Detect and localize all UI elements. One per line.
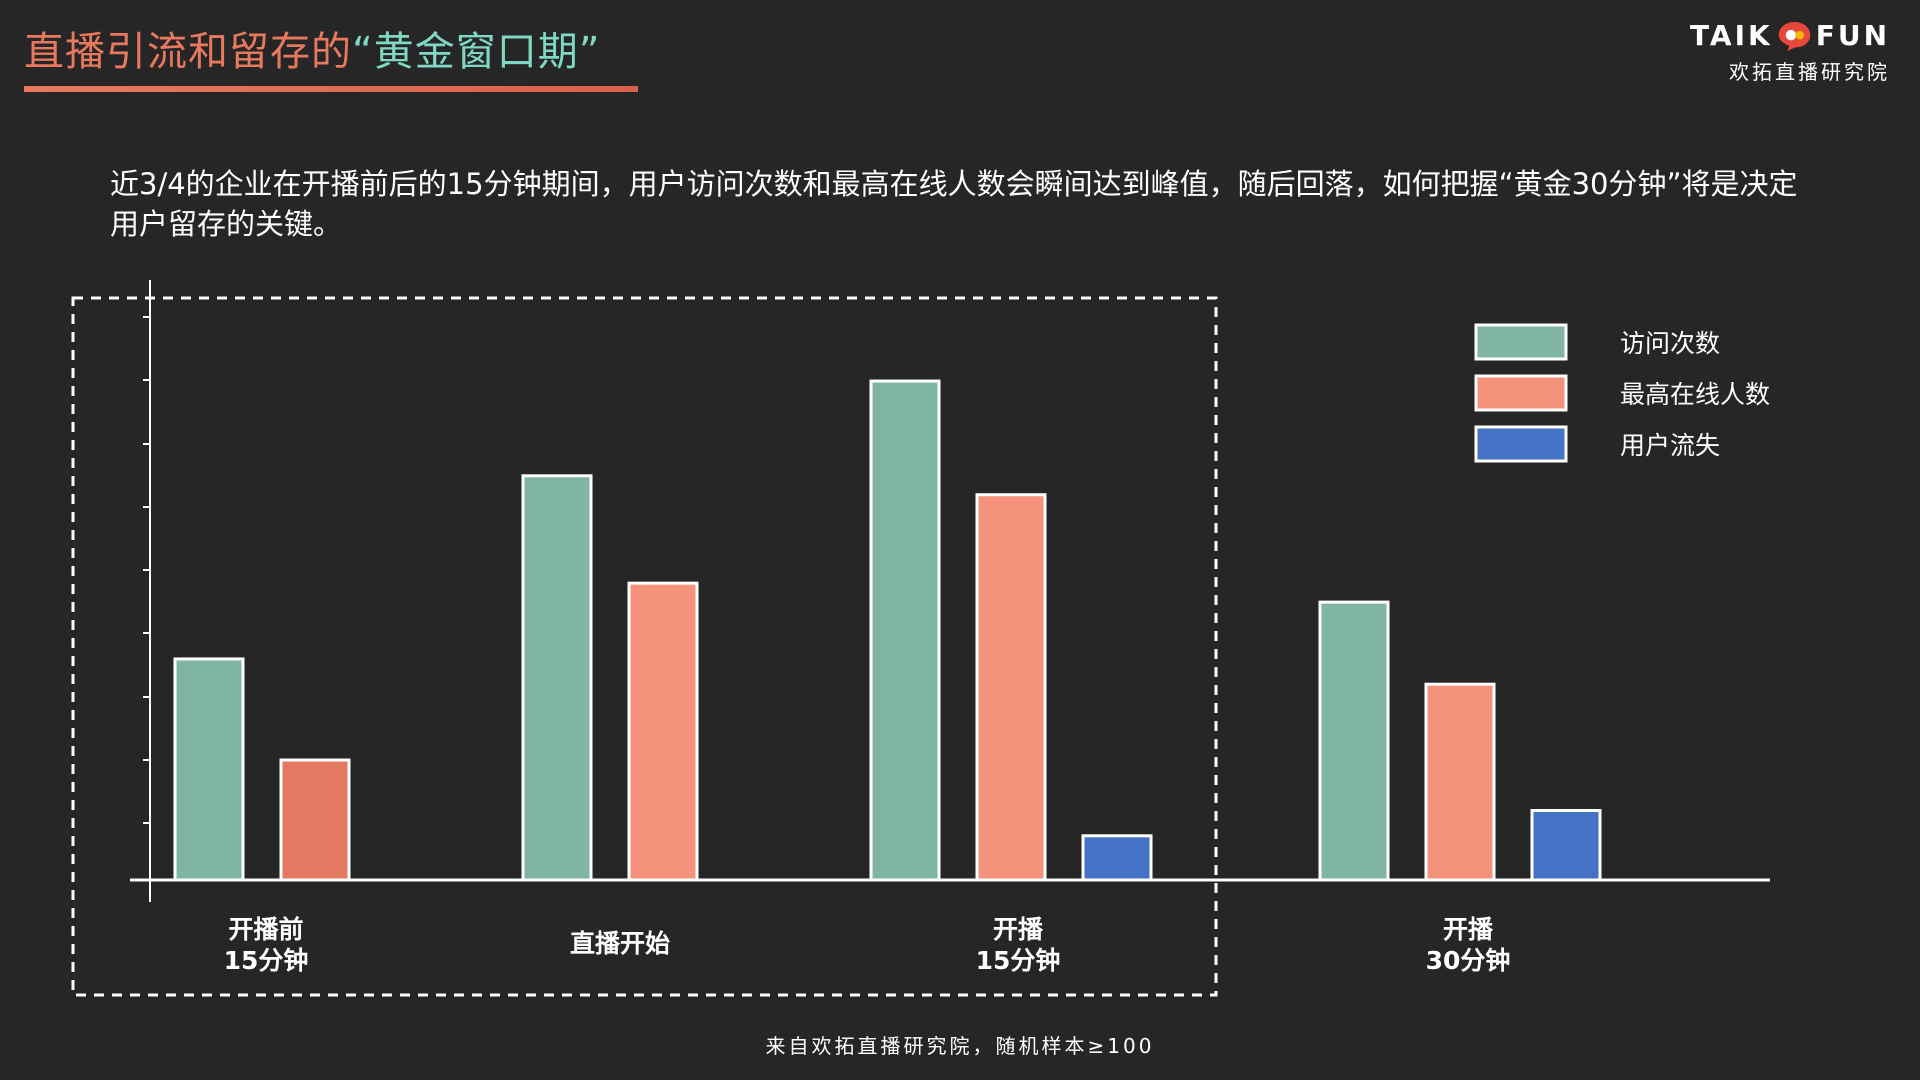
legend-label: 访问次数 xyxy=(1620,329,1720,358)
page-title-highlight: “黄金窗口期” xyxy=(352,29,601,75)
x-category-label: 直播开始 xyxy=(570,929,670,958)
y-axis-ticks xyxy=(143,316,150,824)
brand-subtitle: 欢拓直播研究院 xyxy=(1729,60,1890,84)
brand-wordmark: TAIK FUN xyxy=(1690,18,1890,54)
legend-label: 最高在线人数 xyxy=(1620,380,1770,409)
highlight-dashed-box xyxy=(71,296,1218,997)
legend-label: 用户流失 xyxy=(1620,431,1720,460)
brand-logo-block: TAIK FUN 欢拓直播研究院 xyxy=(1690,18,1890,85)
bar-peak-online-3 xyxy=(1424,682,1496,882)
title-underline xyxy=(24,86,638,92)
bar-peak-online-1 xyxy=(627,581,699,882)
bars-group xyxy=(173,379,1602,882)
bar-visits-1 xyxy=(521,474,593,882)
bar-peak-online-0 xyxy=(279,758,351,882)
bar-user-loss-2 xyxy=(1081,834,1153,882)
page-title-main: 直播引流和留存的 xyxy=(24,29,352,75)
legend-swatch-user-loss xyxy=(1474,425,1568,463)
x-category-label: 开播前 15分钟 xyxy=(224,915,309,975)
x-axis-labels: 开播前 15分钟 直播开始 开播 15分钟 开播 30分钟 xyxy=(224,915,1511,975)
brand-word-left: TAIK xyxy=(1690,19,1773,52)
bar-user-loss-3 xyxy=(1530,809,1602,882)
source-footnote: 来自欢拓直播研究院，随机样本≥100 xyxy=(765,1034,1155,1058)
bar-visits-0 xyxy=(173,657,245,882)
x-category-label: 开播 30分钟 xyxy=(1426,915,1511,975)
bar-visits-2 xyxy=(869,379,941,882)
x-category-label: 开播 15分钟 xyxy=(976,915,1061,975)
page-title: 直播引流和留存的“黄金窗口期” xyxy=(24,24,600,80)
chat-bubble-logo-icon xyxy=(1778,22,1810,51)
legend-swatch-visits xyxy=(1474,323,1568,361)
intro-paragraph: 近3/4的企业在开播前后的15分钟期间，用户访问次数和最高在线人数会瞬间达到峰值… xyxy=(110,167,1798,241)
bar-peak-online-2 xyxy=(975,493,1047,882)
brand-word-right: FUN xyxy=(1815,19,1890,52)
bar-visits-3 xyxy=(1318,600,1390,882)
legend-swatch-peak-online xyxy=(1474,374,1568,412)
